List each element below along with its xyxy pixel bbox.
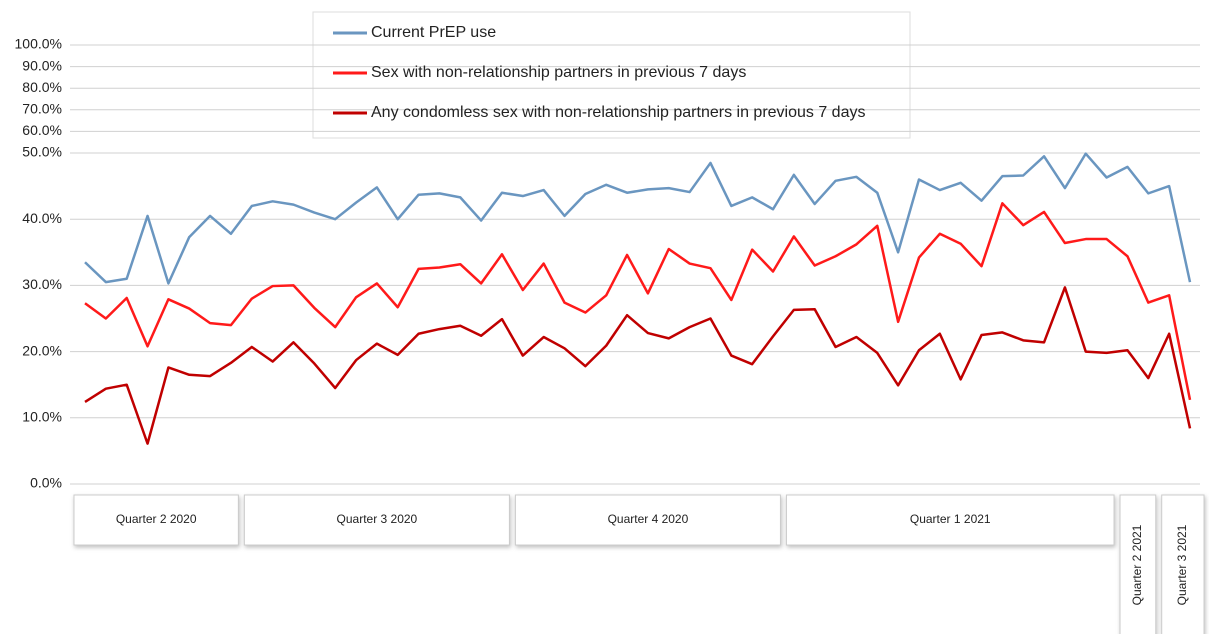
y-tick-label: 60.0%: [22, 122, 62, 138]
group-label: Quarter 2 2021: [1130, 524, 1144, 605]
y-tick-label: 70.0%: [22, 101, 62, 117]
y-tick-label: 100.0%: [15, 36, 62, 52]
legend-box: [312, 11, 911, 139]
y-tick-label: 40.0%: [22, 210, 62, 226]
y-tick-label: 10.0%: [22, 409, 62, 425]
group-box: [785, 494, 1115, 546]
group-label: Quarter 3 2021: [1175, 524, 1189, 605]
group-box: [514, 494, 781, 546]
line-series: [84, 202, 1192, 401]
y-tick-label: 50.0%: [22, 144, 62, 160]
legend-label: Any condomless sex with non-relationship…: [371, 104, 865, 121]
group-label: Quarter 1 2021: [910, 512, 991, 526]
y-tick-label: 20.0%: [22, 342, 62, 358]
group-box: [243, 494, 510, 546]
line-series: [84, 286, 1192, 445]
legend-label: Current PrEP use: [371, 24, 496, 41]
y-tick-label: 30.0%: [22, 276, 62, 292]
group-label: Quarter 3 2020: [337, 512, 418, 526]
group-label: Quarter 4 2020: [608, 512, 689, 526]
y-tick-label: 90.0%: [22, 57, 62, 73]
line-series: [84, 152, 1192, 285]
group-box: [1161, 494, 1205, 636]
group-box: [1119, 494, 1157, 636]
group-box: [73, 494, 239, 546]
group-label: Quarter 2 2020: [116, 512, 197, 526]
y-tick-label: 0.0%: [30, 475, 62, 491]
y-tick-label: 80.0%: [22, 79, 62, 95]
legend-label: Sex with non-relationship partners in pr…: [371, 64, 746, 81]
